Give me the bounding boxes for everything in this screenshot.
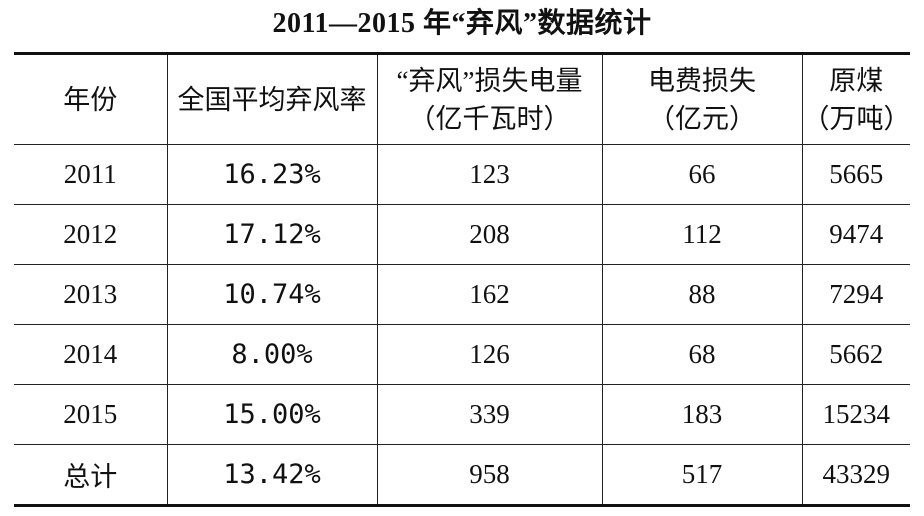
cell-lost-electricity: 162 [376, 264, 603, 325]
table-row: 2012 17.12% 208 112 9474 [14, 204, 910, 265]
cell-raw-coal: 5665 [801, 144, 910, 205]
cell-raw-coal: 7294 [801, 264, 910, 325]
table-title: 2011—2015 年“弃风”数据统计 [272, 8, 652, 39]
cell-rate: 16.23% [166, 144, 378, 205]
cell-raw-coal: 9474 [801, 204, 910, 265]
header-row: 年份 全国平均弃风率 “弃风”损失电量 （亿千瓦时） 电费损失 （亿元） 原煤 … [14, 53, 911, 145]
cell-year: 2013 [14, 264, 168, 325]
cell-rate: 8.00% [166, 324, 378, 385]
cell-rate: 10.74% [166, 264, 378, 325]
cell-rate: 13.42% [166, 444, 378, 507]
cell-fee-loss: 66 [601, 144, 803, 205]
header-electricity-fee-loss: 电费损失 （亿元） [601, 53, 803, 145]
table-row: 2011 16.23% 123 66 5665 [14, 144, 910, 205]
cell-lost-electricity: 123 [376, 144, 603, 205]
table-row: 2014 8.00% 126 68 5662 [14, 324, 910, 385]
cell-rate: 15.00% [166, 384, 378, 445]
cell-fee-loss: 68 [601, 324, 803, 385]
cell-raw-coal: 5662 [801, 324, 910, 385]
cell-raw-coal: 43329 [801, 444, 910, 507]
cell-lost-electricity: 208 [376, 204, 603, 265]
cell-lost-electricity: 958 [376, 444, 603, 507]
cell-year: 2011 [14, 144, 168, 205]
table-row: 2015 15.00% 339 183 15234 [14, 384, 910, 445]
header-year: 年份 [14, 53, 168, 145]
cell-lost-electricity: 126 [376, 324, 603, 385]
cell-year: 2012 [14, 204, 168, 265]
cell-year: 2014 [14, 324, 168, 385]
wind-curtailment-table: 年份 全国平均弃风率 “弃风”损失电量 （亿千瓦时） 电费损失 （亿元） 原煤 … [14, 52, 911, 507]
header-curtailment-rate: 全国平均弃风率 [166, 53, 378, 145]
cell-fee-loss: 112 [601, 204, 803, 265]
cell-rate: 17.12% [166, 204, 378, 265]
table-row: 2013 10.74% 162 88 7294 [14, 264, 910, 325]
header-lost-electricity: “弃风”损失电量 （亿千瓦时） [376, 53, 603, 145]
cell-fee-loss: 183 [601, 384, 803, 445]
cell-fee-loss: 88 [601, 264, 803, 325]
cell-fee-loss: 517 [601, 444, 803, 507]
header-raw-coal: 原煤 （万吨） [801, 53, 911, 145]
cell-raw-coal: 15234 [801, 384, 910, 445]
cell-total-label: 总计 [14, 444, 168, 507]
cell-year: 2015 [14, 384, 168, 445]
total-row: 总计 13.42% 958 517 43329 [14, 444, 910, 507]
cell-lost-electricity: 339 [376, 384, 603, 445]
